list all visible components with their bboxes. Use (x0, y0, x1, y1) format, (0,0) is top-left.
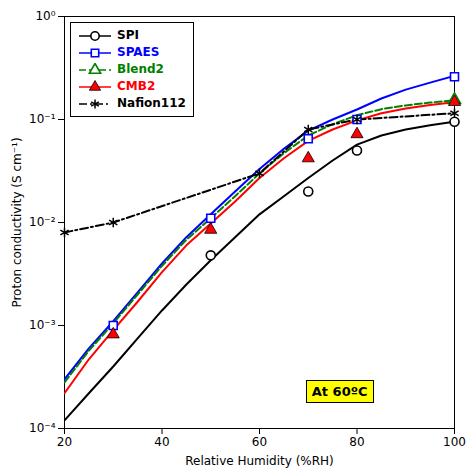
svg-text:80: 80 (349, 435, 364, 449)
svg-text:10⁰: 10⁰ (35, 9, 55, 23)
svg-text:20: 20 (57, 435, 72, 449)
svg-text:10⁻³: 10⁻³ (29, 318, 56, 332)
html-text:SPAES: SPAES (117, 45, 160, 59)
html-text:SPI: SPI (117, 28, 139, 42)
svg-text:Proton conductivity (S cm⁻¹): Proton conductivity (S cm⁻¹) (10, 137, 24, 307)
svg-text:Relative Humidity (%RH): Relative Humidity (%RH) (185, 454, 334, 468)
html-text:CMB2: CMB2 (117, 79, 156, 93)
svg-text:40: 40 (154, 435, 169, 449)
svg-text:10⁻¹: 10⁻¹ (29, 112, 56, 126)
svg-text:60: 60 (252, 435, 267, 449)
html-text:Nafion112: Nafion112 (117, 96, 186, 110)
html-text:Blend2: Blend2 (117, 62, 164, 76)
svg-text:10⁻²: 10⁻² (29, 215, 56, 229)
svg-text:100: 100 (443, 435, 466, 449)
svg-text:10⁻⁴: 10⁻⁴ (29, 421, 56, 435)
html-text:At 60ºC: At 60ºC (311, 384, 368, 400)
